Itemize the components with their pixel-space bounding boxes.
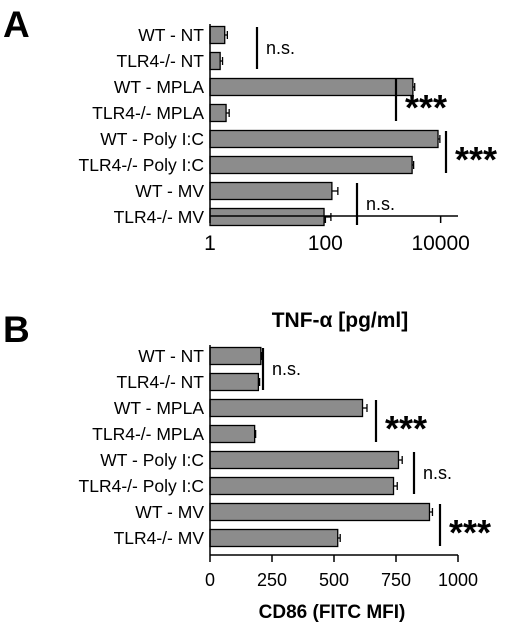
- panel-a: A WT - NT TLR4-/- NT WT - MPLA TLR4-/- MPLA…: [3, 4, 497, 255]
- x-tick-label: 1: [204, 232, 216, 255]
- panel-b-plot: WT - NT TLR4-/- NT WT - MPLA TLR4-/- MPLA WT…: [79, 345, 491, 590]
- category-label: TLR4-/- NT: [117, 372, 205, 392]
- category-label: WT - MPLA: [114, 77, 204, 97]
- bar: [209, 181, 333, 201]
- significance-label: ***: [455, 139, 497, 180]
- category-label: WT - NT: [138, 25, 204, 45]
- significance-label: n.s.: [266, 38, 295, 58]
- category-label: TLR4-/- MV: [114, 207, 205, 227]
- panel-a-plot: WT - NT TLR4-/- NT WT - MPLA TLR4-/- MPLA WT…: [79, 24, 497, 255]
- bar: [209, 398, 364, 418]
- panel-a-letter: A: [3, 4, 30, 45]
- category-label: WT - Poly I:C: [100, 129, 204, 149]
- bar: [209, 207, 325, 227]
- bar: [209, 25, 226, 45]
- x-tick-label: 500: [319, 570, 349, 590]
- bar: [209, 450, 400, 470]
- category-label: WT - NT: [138, 346, 204, 366]
- category-label: WT - MPLA: [114, 398, 204, 418]
- significance-label: ***: [405, 87, 447, 128]
- category-label: TLR4-/- Poly I:C: [79, 155, 204, 175]
- category-label: TLR4-/- NT: [117, 51, 205, 71]
- bar: [209, 502, 431, 522]
- x-tick-label: 250: [257, 570, 287, 590]
- x-tick-label: 1000: [438, 570, 478, 590]
- x-tick-label: 10000: [411, 232, 469, 255]
- x-tick-label: 0: [205, 570, 215, 590]
- bar: [209, 476, 395, 496]
- significance-label: n.s.: [366, 194, 395, 214]
- bar: [209, 155, 413, 175]
- bar: [209, 77, 414, 97]
- bar: [209, 372, 260, 392]
- bar: [209, 51, 221, 71]
- category-label: WT - Poly I:C: [100, 450, 204, 470]
- bar: [209, 528, 339, 548]
- panel-b-letter: B: [3, 309, 30, 350]
- x-tick-label: 100: [308, 232, 343, 255]
- x-tick-label: 750: [381, 570, 411, 590]
- bar: [209, 346, 262, 366]
- significance-label: n.s.: [272, 359, 301, 379]
- category-label: TLR4-/- Poly I:C: [79, 476, 204, 496]
- panel-b-title: TNF-α [pg/ml]: [272, 309, 409, 332]
- panel-b: B TNF-α [pg/ml] WT - NT TLR4-/- NT WT - MP…: [3, 309, 491, 623]
- significance-label: ***: [449, 512, 491, 553]
- category-label: TLR4-/- MPLA: [92, 424, 204, 444]
- bar: [209, 103, 227, 123]
- bar: [209, 129, 439, 149]
- category-label: WT - MV: [135, 502, 204, 522]
- significance-label: n.s.: [423, 463, 452, 483]
- panel-b-xlabel: CD86 (FITC MFI): [259, 602, 406, 623]
- significance-label: ***: [385, 408, 427, 449]
- category-label: TLR4-/- MPLA: [92, 103, 204, 123]
- category-label: TLR4-/- MV: [114, 528, 205, 548]
- bar: [209, 424, 256, 444]
- category-label: WT - MV: [135, 181, 204, 201]
